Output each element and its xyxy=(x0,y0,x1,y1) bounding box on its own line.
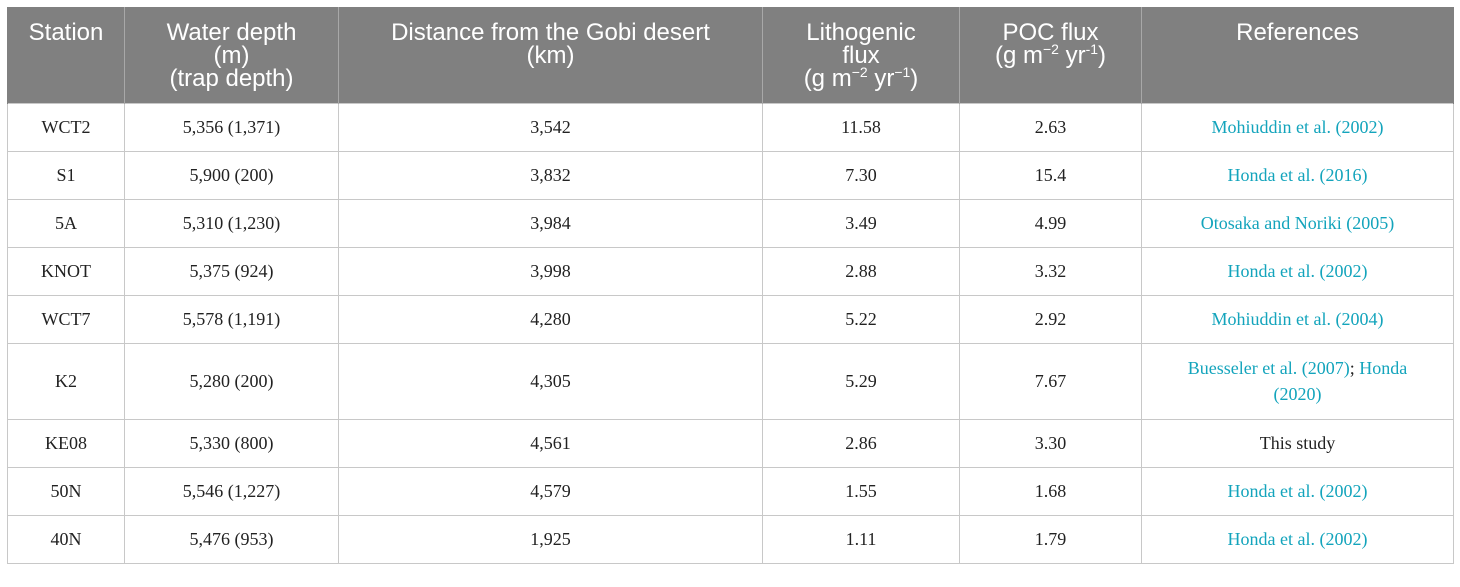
cell-lithogenic: 1.11 xyxy=(762,514,960,564)
cell-station: KE08 xyxy=(7,418,125,468)
reference-link[interactable]: Mohiuddin et al. (2004) xyxy=(1211,309,1384,329)
header-lithogenic-flux: Lithogenic flux (g m−2 yr−1) xyxy=(762,7,960,103)
cell-lithogenic: 5.29 xyxy=(762,342,960,420)
cell-poc: 3.32 xyxy=(959,246,1142,296)
header-references: References xyxy=(1141,7,1454,103)
reference-link[interactable]: Honda et al. (2002) xyxy=(1227,261,1368,281)
cell-station: WCT2 xyxy=(7,102,125,152)
cell-lithogenic: 2.86 xyxy=(762,418,960,468)
table-row: KNOT 5,375 (924) 3,998 2.88 3.32 Honda e… xyxy=(7,246,1454,296)
reference-link[interactable]: Mohiuddin et al. (2002) xyxy=(1211,117,1384,137)
reference-link[interactable]: Honda et al. (2002) xyxy=(1227,529,1368,549)
cell-reference: Honda et al. (2002) xyxy=(1141,246,1454,296)
cell-poc: 1.79 xyxy=(959,514,1142,564)
reference-text: This study xyxy=(1259,433,1336,453)
cell-depth: 5,546 (1,227) xyxy=(124,466,339,516)
cell-poc: 2.63 xyxy=(959,102,1142,152)
cell-distance: 3,832 xyxy=(338,150,763,200)
cell-depth: 5,310 (1,230) xyxy=(124,198,339,248)
cell-depth: 5,280 (200) xyxy=(124,342,339,420)
cell-distance: 4,561 xyxy=(338,418,763,468)
table-row: KE08 5,330 (800) 4,561 2.86 3.30 This st… xyxy=(7,418,1454,468)
table-row: 50N 5,546 (1,227) 4,579 1.55 1.68 Honda … xyxy=(7,466,1454,516)
reference-link[interactable]: Honda et al. (2002) xyxy=(1227,481,1368,501)
cell-distance: 4,305 xyxy=(338,342,763,420)
table-row: K2 5,280 (200) 4,305 5.29 7.67 Buesseler… xyxy=(7,342,1454,420)
cell-reference: Mohiuddin et al. (2004) xyxy=(1141,294,1454,344)
cell-lithogenic: 7.30 xyxy=(762,150,960,200)
header-poc-flux: POC flux (g m−2 yr-1) xyxy=(959,7,1142,103)
cell-depth: 5,578 (1,191) xyxy=(124,294,339,344)
reference-link[interactable]: Buesseler et al. (2007) xyxy=(1187,358,1350,378)
cell-lithogenic: 2.88 xyxy=(762,246,960,296)
header-station: Station xyxy=(7,7,125,103)
reference-separator: ; xyxy=(1349,358,1355,378)
cell-reference: Honda et al. (2016) xyxy=(1141,150,1454,200)
cell-poc: 2.92 xyxy=(959,294,1142,344)
cell-distance: 3,984 xyxy=(338,198,763,248)
cell-station: S1 xyxy=(7,150,125,200)
cell-station: 40N xyxy=(7,514,125,564)
cell-station: KNOT xyxy=(7,246,125,296)
cell-distance: 1,925 xyxy=(338,514,763,564)
cell-reference: Honda et al. (2002) xyxy=(1141,466,1454,516)
table-row: WCT7 5,578 (1,191) 4,280 5.22 2.92 Mohiu… xyxy=(7,294,1454,344)
header-water-depth: Water depth (m) (trap depth) xyxy=(124,7,339,103)
reference-link[interactable]: Honda et al. (2016) xyxy=(1227,165,1368,185)
cell-poc: 15.4 xyxy=(959,150,1142,200)
cell-reference: Buesseler et al. (2007); Honda (2020) xyxy=(1141,342,1454,420)
cell-reference: This study xyxy=(1141,418,1454,468)
cell-lithogenic: 3.49 xyxy=(762,198,960,248)
table-row: S1 5,900 (200) 3,832 7.30 15.4 Honda et … xyxy=(7,150,1454,200)
header-distance: Distance from the Gobi desert (km) xyxy=(338,7,763,103)
cell-depth: 5,900 (200) xyxy=(124,150,339,200)
cell-lithogenic: 5.22 xyxy=(762,294,960,344)
header-row: Station Water depth (m) (trap depth) Dis… xyxy=(7,7,1454,103)
cell-distance: 4,579 xyxy=(338,466,763,516)
cell-reference: Mohiuddin et al. (2002) xyxy=(1141,102,1454,152)
cell-station: K2 xyxy=(7,342,125,420)
table-row: WCT2 5,356 (1,371) 3,542 11.58 2.63 Mohi… xyxy=(7,102,1454,152)
cell-depth: 5,476 (953) xyxy=(124,514,339,564)
reference-link[interactable]: Honda xyxy=(1359,358,1408,378)
cell-poc: 4.99 xyxy=(959,198,1142,248)
cell-station: 5A xyxy=(7,198,125,248)
reference-link[interactable]: Otosaka and Noriki (2005) xyxy=(1200,213,1395,233)
cell-station: WCT7 xyxy=(7,294,125,344)
cell-distance: 4,280 xyxy=(338,294,763,344)
cell-distance: 3,542 xyxy=(338,102,763,152)
cell-poc: 3.30 xyxy=(959,418,1142,468)
cell-reference: Honda et al. (2002) xyxy=(1141,514,1454,564)
table-row: 5A 5,310 (1,230) 3,984 3.49 4.99 Otosaka… xyxy=(7,198,1454,248)
cell-station: 50N xyxy=(7,466,125,516)
cell-distance: 3,998 xyxy=(338,246,763,296)
table-row: 40N 5,476 (953) 1,925 1.11 1.79 Honda et… xyxy=(7,514,1454,564)
cell-reference: Otosaka and Noriki (2005) xyxy=(1141,198,1454,248)
cell-depth: 5,375 (924) xyxy=(124,246,339,296)
reference-link[interactable]: (2020) xyxy=(1273,384,1322,404)
cell-poc: 7.67 xyxy=(959,342,1142,420)
data-table: Station Water depth (m) (trap depth) Dis… xyxy=(7,7,1454,564)
cell-depth: 5,356 (1,371) xyxy=(124,102,339,152)
cell-lithogenic: 11.58 xyxy=(762,102,960,152)
cell-poc: 1.68 xyxy=(959,466,1142,516)
cell-depth: 5,330 (800) xyxy=(124,418,339,468)
cell-lithogenic: 1.55 xyxy=(762,466,960,516)
